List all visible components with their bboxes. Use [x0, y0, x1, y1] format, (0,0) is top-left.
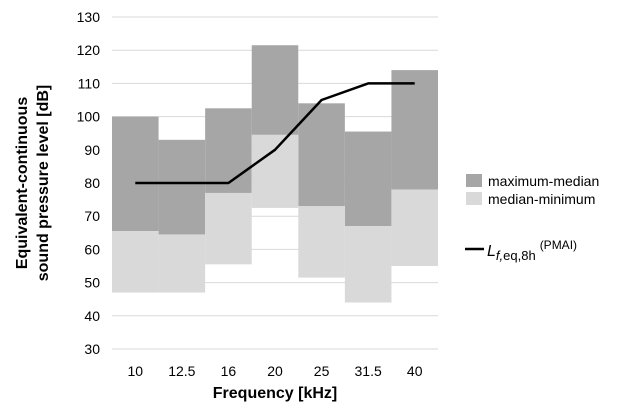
legend-swatch-max-median — [466, 174, 482, 187]
x-tick-label: 10 — [127, 363, 143, 379]
bar-max-median-20 — [251, 45, 299, 135]
x-tick-label: 25 — [314, 363, 330, 379]
x-tick-label: 20 — [267, 363, 283, 379]
legend-label-line: Lf,eq,8h (PMAI) — [487, 238, 577, 263]
legend-line-sup: (PMAI) — [540, 238, 577, 252]
bar-median-min-40 — [391, 189, 438, 266]
y-axis-title-line2: sound pressure level [dB] — [35, 85, 52, 282]
bar-median-min-25 — [298, 206, 345, 278]
bar-median-min-16 — [205, 192, 252, 265]
y-tick-label: 80 — [84, 175, 100, 191]
y-tick-label: 130 — [77, 9, 101, 25]
pmai-line-group — [135, 82, 415, 185]
bar-max-median-31.5 — [344, 131, 392, 227]
x-tick-label: 31.5 — [355, 363, 382, 379]
bar-max-median-10 — [112, 116, 159, 232]
y-tick-labels: 30 40 50 60 70 80 90 100 110 120 130 — [77, 9, 101, 357]
legend-line-main: L — [487, 243, 496, 260]
x-tick-label: 40 — [407, 363, 423, 379]
y-tick-label: 50 — [84, 275, 100, 291]
y-tick-label: 60 — [84, 241, 100, 257]
x-tick-label: 12.5 — [168, 363, 195, 379]
bar-max-median-16 — [205, 108, 252, 193]
legend-line-sub: f, — [496, 248, 503, 263]
legend-line-sub2: eq,8h — [503, 248, 536, 263]
bar-max-median-25 — [298, 103, 345, 207]
y-tick-label: 120 — [77, 42, 101, 58]
y-tick-label: 30 — [84, 341, 100, 357]
y-axis-title-line1: Equivalent-continuous — [14, 97, 31, 270]
bar-median-min-31.5 — [344, 226, 392, 303]
legend-swatch-median-min — [466, 192, 482, 205]
bar-max-median-12.5 — [158, 139, 206, 235]
bar-median-min-20 — [251, 134, 299, 208]
legend-label-median-min: median-minimum — [488, 191, 595, 207]
bar-median-min-10 — [112, 231, 159, 293]
legend: maximum-median median-minimum Lf,eq,8h (P… — [465, 173, 599, 263]
bars — [112, 45, 438, 303]
x-axis-title: Frequency [kHz] — [213, 385, 337, 402]
y-tick-label: 90 — [84, 142, 100, 158]
x-tick-label: 16 — [221, 363, 237, 379]
legend-label-max-median: maximum-median — [488, 173, 599, 189]
bar-max-median-40 — [391, 70, 438, 190]
y-tick-label: 100 — [77, 109, 101, 125]
x-tick-labels: 10 12.5 16 20 25 31.5 40 — [127, 363, 422, 379]
bar-median-min-12.5 — [158, 234, 206, 293]
y-tick-label: 40 — [84, 308, 100, 324]
pmai-line — [135, 82, 415, 185]
y-tick-label: 70 — [84, 208, 100, 224]
y-tick-label: 110 — [78, 75, 101, 91]
